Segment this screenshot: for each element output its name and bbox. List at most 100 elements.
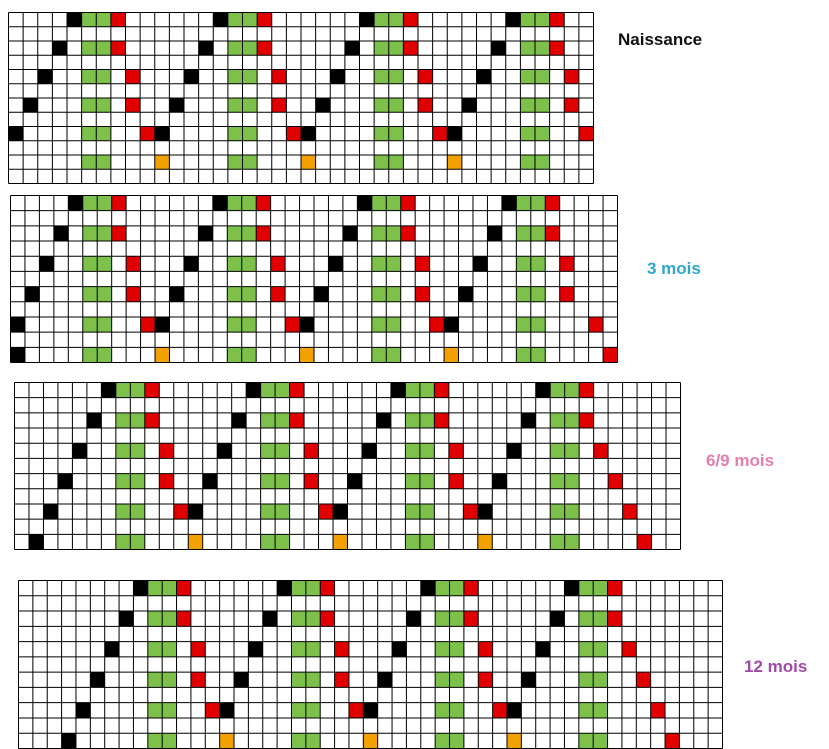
red-stitch	[448, 473, 464, 489]
red-stitch	[289, 412, 305, 429]
black-stitch	[248, 641, 263, 657]
green-stitch	[371, 316, 387, 333]
orange-stitch	[333, 534, 348, 550]
green-stitch	[305, 672, 321, 688]
red-stitch	[334, 672, 349, 688]
red-stitch	[205, 702, 220, 718]
black-stitch	[217, 443, 232, 459]
black-stitch	[564, 580, 579, 596]
green-stitch	[449, 702, 464, 718]
green-stitch	[520, 126, 536, 141]
green-stitch	[227, 225, 242, 242]
black-stitch	[535, 382, 551, 398]
red-stitch	[125, 98, 141, 113]
green-stitch	[162, 611, 177, 627]
green-stitch	[371, 256, 387, 272]
green-stitch	[530, 286, 546, 302]
orange-stitch	[363, 733, 378, 749]
green-stitch	[81, 98, 97, 113]
green-stitch	[520, 98, 536, 113]
green-stitch	[227, 347, 242, 363]
green-stitch	[593, 641, 608, 657]
green-stitch	[130, 473, 145, 489]
black-stitch	[357, 195, 372, 211]
green-stitch	[374, 12, 389, 27]
green-stitch	[242, 98, 258, 113]
red-stitch	[176, 580, 191, 596]
green-stitch	[275, 534, 290, 550]
black-stitch	[461, 98, 477, 113]
chart-grid-6-9-mois	[14, 382, 681, 550]
black-stitch	[299, 316, 314, 333]
green-stitch	[405, 382, 420, 398]
green-stitch	[242, 126, 258, 141]
green-stitch	[162, 641, 177, 657]
red-stitch	[270, 256, 286, 272]
red-stitch	[434, 382, 449, 398]
black-stitch	[24, 286, 40, 302]
orange-stitch	[506, 733, 522, 749]
green-stitch	[260, 503, 276, 520]
black-stitch	[8, 126, 24, 141]
green-stitch	[578, 672, 594, 688]
black-stitch	[198, 41, 214, 56]
red-stitch	[608, 473, 623, 489]
red-stitch	[126, 286, 141, 302]
red-stitch	[304, 473, 319, 489]
green-stitch	[96, 41, 111, 56]
green-stitch	[386, 256, 401, 272]
green-stitch	[550, 534, 565, 550]
black-stitch	[213, 12, 228, 27]
green-stitch	[550, 412, 565, 429]
green-stitch	[242, 12, 258, 27]
green-stitch	[435, 580, 450, 596]
red-stitch	[650, 702, 666, 718]
green-stitch	[227, 98, 243, 113]
green-stitch	[96, 69, 111, 84]
green-stitch	[449, 580, 464, 596]
green-stitch	[419, 443, 435, 459]
green-stitch	[371, 225, 387, 242]
red-stitch	[400, 225, 416, 242]
green-stitch	[435, 733, 450, 749]
green-stitch	[578, 702, 594, 718]
black-stitch	[75, 702, 91, 718]
grid-background	[18, 580, 723, 749]
black-stitch	[476, 69, 492, 84]
red-stitch	[665, 733, 680, 749]
black-stitch	[492, 473, 507, 489]
red-stitch	[403, 12, 419, 27]
green-stitch	[388, 41, 404, 56]
green-stitch	[520, 69, 536, 84]
green-stitch	[530, 225, 546, 242]
red-stitch	[593, 443, 609, 459]
green-stitch	[386, 225, 401, 242]
black-stitch	[23, 98, 38, 113]
black-stitch	[53, 225, 69, 242]
black-stitch	[406, 611, 421, 627]
green-stitch	[386, 347, 401, 363]
green-stitch	[291, 702, 306, 718]
green-stitch	[435, 611, 450, 627]
green-stitch	[564, 443, 580, 459]
green-stitch	[564, 503, 580, 520]
green-stitch	[374, 98, 389, 113]
black-stitch	[505, 12, 521, 27]
size-label-6-9-mois: 6/9 mois	[706, 451, 775, 470]
green-stitch	[516, 256, 531, 272]
black-stitch	[10, 316, 25, 333]
black-stitch	[39, 256, 54, 272]
black-stitch	[501, 195, 517, 211]
black-stitch	[68, 195, 83, 211]
red-stitch	[176, 611, 191, 627]
black-stitch	[155, 316, 170, 333]
size-label-12-mois: 12 mois	[744, 657, 808, 676]
green-stitch	[388, 69, 404, 84]
green-stitch	[435, 672, 450, 688]
black-stitch	[104, 641, 120, 657]
chart-grid-12-mois	[18, 580, 723, 749]
red-stitch	[140, 126, 155, 141]
black-stitch	[10, 347, 25, 363]
green-stitch	[260, 382, 276, 398]
green-stitch	[305, 733, 321, 749]
